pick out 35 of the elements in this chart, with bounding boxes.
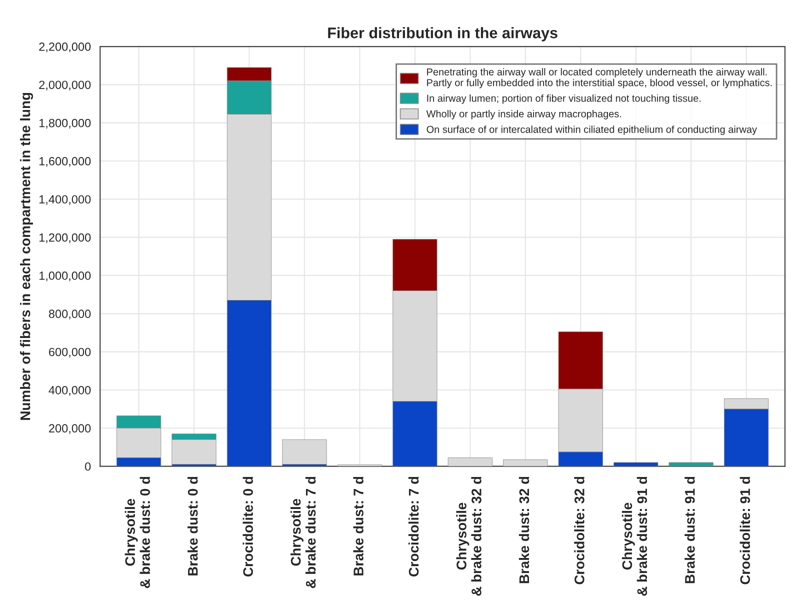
bar	[503, 459, 548, 466]
bar	[614, 462, 658, 466]
y-axis-title: Number of fibers in each compartment in the lung	[20, 92, 34, 420]
y-tick-label: 200,000	[49, 424, 91, 434]
x-tick-label: Brake dust: 0 d	[188, 476, 198, 576]
bar	[448, 457, 492, 466]
y-tick-label: 2,000,000	[39, 80, 91, 90]
y-tick-label: 1,800,000	[39, 118, 91, 129]
x-tick-label: Brake dust: 91 d	[684, 476, 695, 584]
y-tick-label: 1,600,000	[39, 157, 91, 167]
bar	[282, 439, 327, 465]
bar	[668, 462, 714, 466]
legend-label: Wholly or partly inside airway macrophages.	[426, 110, 622, 120]
x-tick-label: Crocidolite: 32 d	[574, 476, 584, 584]
legend-label: In airway lumen; portion of fiber visualized not touching tissue.	[427, 94, 701, 104]
x-tick-label: Chrysotile & brake dust: 7 d	[290, 476, 316, 588]
chart-title: Fiber distribution in the airways	[328, 27, 558, 42]
x-tick-label: Chrysotile & brake dust: 32 d	[456, 476, 482, 596]
x-tick-label: Brake dust: 7 d	[353, 476, 364, 576]
y-tick-label: 0	[84, 462, 91, 471]
x-tick-label: Brake dust: 32 d	[518, 476, 530, 584]
y-tick-label: 1,200,000	[39, 233, 91, 244]
y-tick-label: 1,400,000	[39, 195, 91, 205]
y-tick-label: 2,200,000	[39, 42, 91, 52]
legend-label: Penetrating the airway wall or located completely underneath the airway wall. Partly or fully embedded into the interstitial space, blood vessel, or lymphatics.	[427, 68, 772, 88]
y-tick-label: 800,000	[48, 310, 91, 320]
legend-label: On surface of or intercalated within ciliated epithelium of conducting airway	[426, 126, 758, 135]
x-tick-label: Crocidolite: 7 d	[408, 476, 419, 577]
x-tick-label: Chrysotile & brake dust: 91 d	[622, 476, 648, 596]
y-tick-label: 400,000	[48, 386, 91, 396]
y-tick-label: 1,000,000	[39, 272, 91, 282]
x-tick-label: Chrysotile & brake dust: 0 d	[124, 476, 150, 588]
y-tick-label: 600,000	[49, 348, 91, 358]
x-tick-label: Crocidolite: 0 d	[242, 476, 253, 577]
x-tick-label: Crocidolite: 91 d	[740, 476, 750, 584]
